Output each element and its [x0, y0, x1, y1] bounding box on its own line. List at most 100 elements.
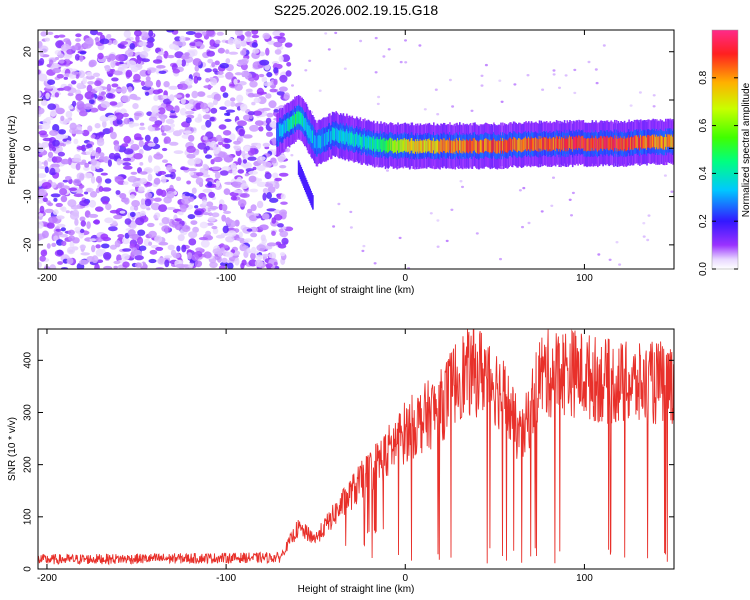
noise-cell [193, 75, 199, 84]
noise-cell [195, 41, 203, 47]
noise-cell [84, 37, 94, 45]
noise-cell [181, 59, 187, 67]
ridge-cell [555, 135, 558, 149]
noise-cell [130, 221, 137, 229]
noise-cell [236, 237, 245, 242]
ridge-cell [618, 138, 621, 152]
noise-cell [184, 52, 190, 57]
ridge-cell [327, 132, 329, 145]
ridge-cell [392, 140, 395, 154]
ridge-cell [645, 135, 647, 149]
noise-cell [194, 205, 199, 209]
noise-cell [38, 199, 44, 204]
noise-cell [273, 214, 283, 221]
ridge-cell [626, 137, 629, 151]
noise-cell [104, 65, 111, 72]
ridge-cell [653, 135, 655, 149]
noise-cell [258, 126, 264, 132]
noise-cell [343, 67, 347, 70]
noise-cell [164, 226, 169, 234]
ridge-cell [403, 138, 406, 151]
noise-cell [219, 62, 229, 69]
noise-cell [202, 114, 211, 120]
ridge-cell [360, 136, 363, 150]
noise-cell [273, 36, 283, 39]
ridge-cell [638, 135, 640, 148]
noise-cell [217, 71, 224, 75]
noise-cell [283, 92, 290, 100]
noise-cell [63, 86, 72, 91]
ridge-cell [300, 166, 303, 182]
noise-cell [573, 68, 577, 72]
ridge-cell [654, 134, 656, 148]
colorbar-label: Normalized spectral amplitude [741, 82, 750, 217]
noise-cell [222, 225, 229, 234]
ridge-cell [431, 140, 433, 154]
ridge-cell [287, 118, 290, 131]
ridge-cell [375, 138, 378, 152]
ridge-cell [495, 140, 498, 154]
noise-cell [207, 181, 213, 187]
noise-cell [291, 84, 294, 87]
noise-cell [269, 197, 279, 203]
noise-cell [100, 172, 108, 176]
ridge-cell [322, 133, 324, 147]
ridge-cell [308, 126, 311, 139]
noise-cell [195, 247, 204, 252]
ridge-cell [333, 127, 336, 141]
noise-cell [41, 182, 52, 190]
noise-cell [129, 243, 135, 249]
noise-cell [223, 138, 229, 143]
ridge-cell [535, 137, 537, 150]
ridge-cell [336, 128, 338, 141]
noise-cell [161, 217, 170, 225]
noise-cell [527, 221, 531, 225]
ridge-cell [458, 140, 460, 154]
noise-cell [51, 62, 59, 68]
noise-cell [166, 207, 176, 210]
ridge-cell [442, 138, 445, 151]
noise-cell [82, 129, 90, 137]
noise-cell [261, 253, 270, 257]
noise-cell [94, 123, 101, 129]
noise-cell [615, 241, 619, 244]
noise-cell [138, 41, 148, 47]
ridge-cell [421, 140, 423, 153]
noise-cell [145, 40, 154, 49]
noise-cell [175, 263, 186, 269]
noise-cell [123, 30, 131, 38]
noise-cell [114, 240, 121, 248]
noise-cell [236, 94, 244, 103]
noise-cell [158, 204, 168, 213]
noise-cell [106, 83, 112, 92]
noise-cell [349, 226, 353, 229]
noise-cell [647, 214, 651, 217]
noise-cell [108, 226, 118, 232]
noise-cell [279, 209, 288, 217]
ridge-cell [381, 139, 383, 153]
noise-cell [113, 260, 121, 265]
noise-cell [132, 103, 139, 110]
noise-cell [244, 37, 253, 42]
ridge-cell [432, 140, 434, 154]
x-tick-label: -100 [216, 573, 236, 584]
noise-cell [217, 151, 228, 159]
noise-cell [670, 190, 674, 193]
noise-cell [234, 257, 240, 266]
ridge-cell [437, 140, 440, 153]
noise-cell [86, 84, 93, 93]
noise-cell [237, 120, 247, 127]
noise-cell [233, 140, 241, 145]
ridge-cell [606, 135, 609, 149]
ridge-cell [276, 128, 278, 142]
noise-cell [256, 165, 266, 172]
noise-cell [123, 165, 133, 170]
noise-cell [144, 198, 152, 207]
noise-cell [38, 145, 45, 153]
ridge-cell [412, 140, 414, 154]
ridge-cell [538, 135, 541, 149]
noise-cell [95, 206, 104, 212]
noise-cell [134, 255, 144, 261]
noise-cell [52, 156, 63, 163]
noise-cell [386, 169, 389, 172]
